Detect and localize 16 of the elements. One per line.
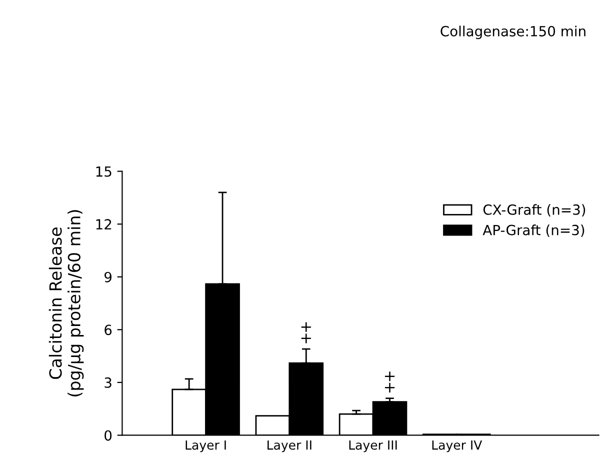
y-tick-label: 3: [104, 377, 112, 388]
y-axis-title: Calcitonin Release (pg/μg protein/60 min): [48, 210, 84, 396]
y-tick-label: 6: [104, 324, 112, 336]
legend-label: CX-Graft (n=3): [483, 204, 586, 217]
annotation: + +: [384, 372, 395, 392]
legend-label: AP-Graft (n=3): [482, 224, 584, 237]
y-tick-label: 9: [104, 272, 112, 282]
annotation: + +: [301, 322, 311, 344]
x-tick-label: Layer I: [186, 440, 226, 452]
x-tick-label: Layer IV: [432, 440, 482, 452]
x-tick-label: Layer III: [349, 440, 397, 452]
text: Collagenase:150 min: [440, 26, 586, 40]
y-tick-label: 0: [104, 430, 112, 441]
y-tick-label: 12: [96, 219, 112, 230]
x-tick-label: Layer II: [268, 440, 312, 452]
y-tick-label: 15: [96, 166, 112, 177]
